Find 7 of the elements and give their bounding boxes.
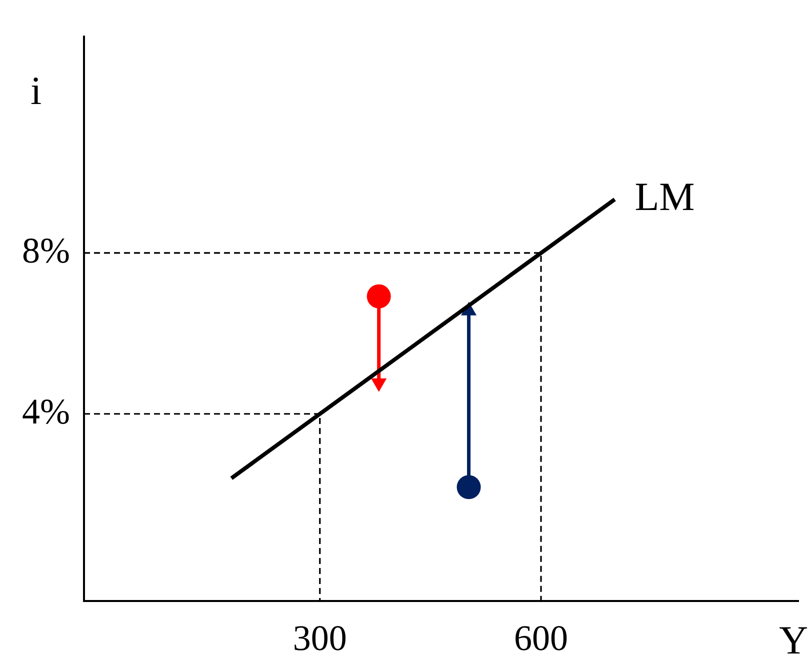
y-tick-label: 4%: [22, 391, 70, 432]
y-axis-title: i: [30, 68, 42, 114]
x-axis-title: Y: [779, 618, 808, 659]
y-tick-label: 8%: [22, 230, 70, 270]
x-tick-label: 600: [514, 618, 568, 658]
series-label: LM: [634, 174, 695, 219]
x-tick-label: 300: [292, 618, 347, 658]
